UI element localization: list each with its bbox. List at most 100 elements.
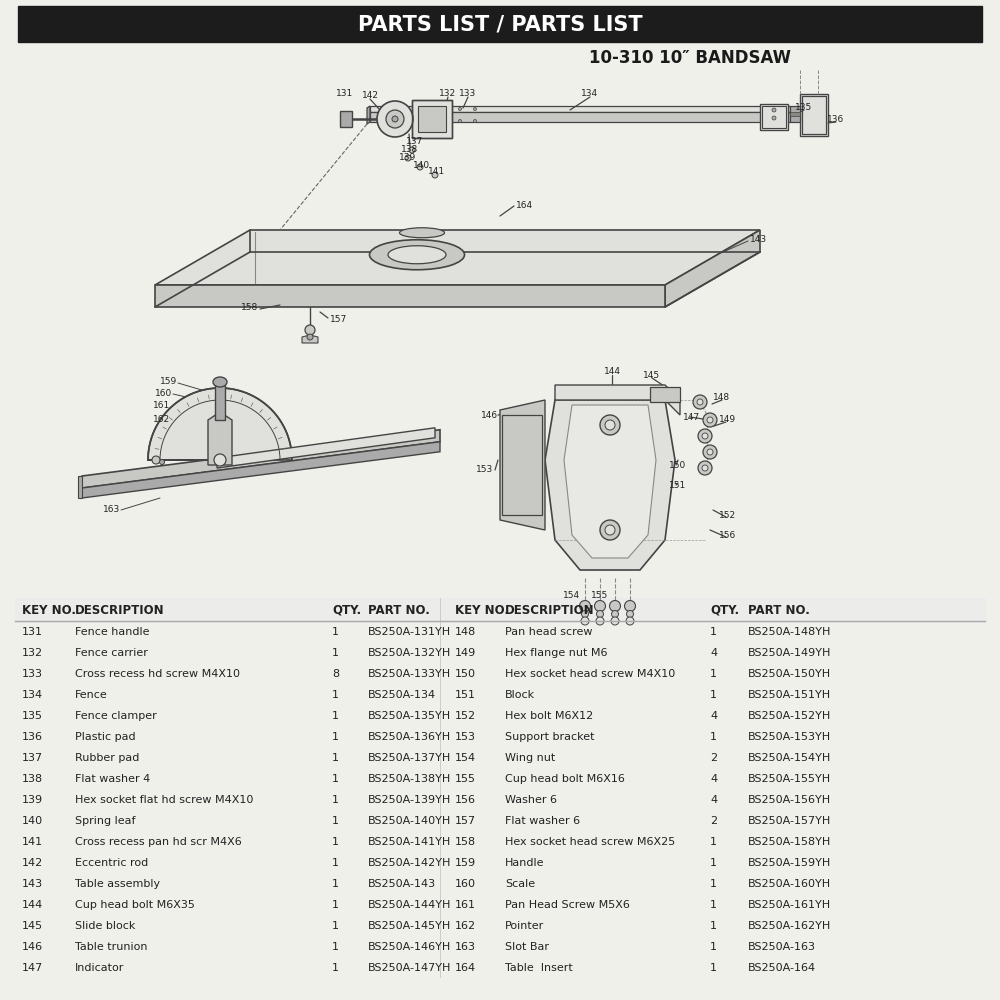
Text: BS250A-152YH: BS250A-152YH <box>748 711 831 721</box>
Text: 135: 135 <box>22 711 43 721</box>
Text: 1: 1 <box>710 669 717 679</box>
Circle shape <box>612 610 618 617</box>
Text: BS250A-136YH: BS250A-136YH <box>368 732 451 742</box>
Text: 156: 156 <box>455 795 476 805</box>
Bar <box>762 106 786 128</box>
Text: Eccentric rod: Eccentric rod <box>75 858 148 868</box>
Text: BS250A-163: BS250A-163 <box>748 942 816 952</box>
Text: PART NO.: PART NO. <box>368 603 430 616</box>
Text: 152: 152 <box>455 711 476 721</box>
Text: KEY NO.: KEY NO. <box>455 603 509 616</box>
Text: 4: 4 <box>710 648 717 658</box>
Text: BS250A-132YH: BS250A-132YH <box>368 648 451 658</box>
Circle shape <box>702 465 708 471</box>
Text: 1: 1 <box>332 774 339 784</box>
Text: 157: 157 <box>330 314 347 324</box>
Bar <box>15 598 985 622</box>
Text: BS250A-141YH: BS250A-141YH <box>368 837 451 847</box>
Text: 137: 137 <box>22 753 43 763</box>
Circle shape <box>698 461 712 475</box>
Text: 140: 140 <box>22 816 43 826</box>
Text: 134: 134 <box>581 90 599 99</box>
Text: 1: 1 <box>332 795 339 805</box>
Text: 1: 1 <box>332 858 339 868</box>
Text: Spring leaf: Spring leaf <box>75 816 136 826</box>
Text: 131: 131 <box>22 627 43 637</box>
Circle shape <box>582 610 588 617</box>
Circle shape <box>697 399 703 405</box>
Text: Cross recess pan hd scr M4X6: Cross recess pan hd scr M4X6 <box>75 837 242 847</box>
Text: Cup head bolt M6X35: Cup head bolt M6X35 <box>75 900 195 910</box>
Text: 157: 157 <box>455 816 476 826</box>
Polygon shape <box>155 230 760 285</box>
Circle shape <box>392 116 398 122</box>
Text: 149: 149 <box>455 648 476 658</box>
Text: 1: 1 <box>332 711 339 721</box>
Text: Handle: Handle <box>505 858 544 868</box>
Text: Support bracket: Support bracket <box>505 732 594 742</box>
Circle shape <box>772 116 776 120</box>
Text: BS250A-153YH: BS250A-153YH <box>748 732 831 742</box>
Text: 164: 164 <box>455 963 476 973</box>
Circle shape <box>624 600 636 611</box>
Text: 159: 159 <box>160 377 177 386</box>
Polygon shape <box>367 106 370 124</box>
Text: QTY.: QTY. <box>332 603 361 616</box>
Text: 1: 1 <box>332 648 339 658</box>
Text: 147: 147 <box>683 412 701 422</box>
Polygon shape <box>148 388 292 460</box>
Circle shape <box>626 617 634 625</box>
Circle shape <box>703 413 717 427</box>
Text: BS250A-155YH: BS250A-155YH <box>748 774 831 784</box>
Text: 155: 155 <box>455 774 476 784</box>
Text: Fence handle: Fence handle <box>75 627 150 637</box>
Text: 1: 1 <box>710 921 717 931</box>
Circle shape <box>307 334 313 340</box>
Text: 137: 137 <box>406 137 424 146</box>
Text: 138: 138 <box>401 144 419 153</box>
Text: 150: 150 <box>669 460 687 470</box>
Circle shape <box>703 445 717 459</box>
Text: BS250A-146YH: BS250A-146YH <box>368 942 451 952</box>
Text: BS250A-144YH: BS250A-144YH <box>368 900 451 910</box>
Text: 134: 134 <box>22 690 43 700</box>
Text: 132: 132 <box>22 648 43 658</box>
Text: 144: 144 <box>22 900 43 910</box>
Circle shape <box>596 617 604 625</box>
Text: BS250A-142YH: BS250A-142YH <box>368 858 451 868</box>
Circle shape <box>772 108 776 112</box>
Circle shape <box>611 617 619 625</box>
Text: 4: 4 <box>710 711 717 721</box>
Bar <box>412 100 452 138</box>
Ellipse shape <box>388 246 446 264</box>
Text: 131: 131 <box>336 90 354 99</box>
Circle shape <box>702 433 708 439</box>
Text: 1: 1 <box>332 900 339 910</box>
Text: 1: 1 <box>332 921 339 931</box>
Text: 155: 155 <box>591 590 609 599</box>
Circle shape <box>610 600 620 611</box>
Text: 154: 154 <box>455 753 476 763</box>
Text: 152: 152 <box>719 510 737 520</box>
Circle shape <box>474 119 477 122</box>
Text: 139: 139 <box>399 152 417 161</box>
Text: 141: 141 <box>22 837 43 847</box>
Polygon shape <box>155 285 665 307</box>
Text: BS250A-145YH: BS250A-145YH <box>368 921 451 931</box>
Text: Fence carrier: Fence carrier <box>75 648 148 658</box>
Text: Plastic pad: Plastic pad <box>75 732 136 742</box>
Polygon shape <box>217 428 435 468</box>
Text: 143: 143 <box>22 879 43 889</box>
Circle shape <box>600 415 620 435</box>
Bar <box>502 415 542 515</box>
Ellipse shape <box>400 228 444 238</box>
Text: BS250A-157YH: BS250A-157YH <box>748 816 831 826</box>
Text: BS250A-150YH: BS250A-150YH <box>748 669 831 679</box>
Text: 162: 162 <box>455 921 476 931</box>
Circle shape <box>458 119 462 122</box>
Text: 154: 154 <box>563 590 581 599</box>
Circle shape <box>409 147 415 153</box>
Text: 135: 135 <box>795 103 813 111</box>
Text: 1: 1 <box>332 627 339 637</box>
Text: BS250A-158YH: BS250A-158YH <box>748 837 831 847</box>
